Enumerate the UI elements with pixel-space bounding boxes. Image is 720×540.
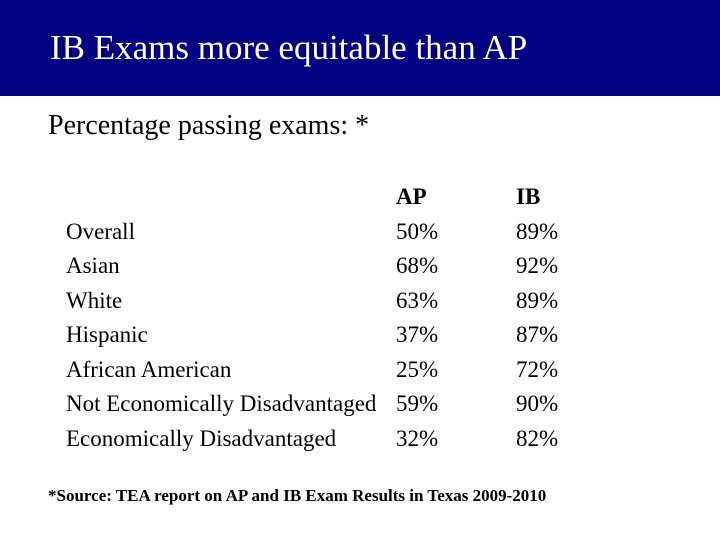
row-label: Asian bbox=[66, 249, 396, 284]
row-ib: 82% bbox=[516, 422, 636, 457]
header-ib: IB bbox=[516, 180, 636, 215]
row-label: Economically Disadvantaged bbox=[66, 422, 396, 457]
source-footnote: *Source: TEA report on AP and IB Exam Re… bbox=[48, 486, 672, 506]
row-ap: 59% bbox=[396, 387, 516, 422]
row-label: Overall bbox=[66, 215, 396, 250]
row-label: Hispanic bbox=[66, 318, 396, 353]
row-ib: 90% bbox=[516, 387, 636, 422]
header-ap: AP bbox=[396, 180, 516, 215]
row-label: White bbox=[66, 284, 396, 319]
row-ap: 63% bbox=[396, 284, 516, 319]
slide-title: IB Exams more equitable than AP bbox=[0, 0, 720, 96]
row-ap: 50% bbox=[396, 215, 516, 250]
subtitle: Percentage passing exams: * bbox=[48, 110, 672, 142]
header-blank bbox=[66, 180, 396, 215]
row-ap: 25% bbox=[396, 353, 516, 388]
row-ib: 92% bbox=[516, 249, 636, 284]
row-ib: 72% bbox=[516, 353, 636, 388]
data-table: AP IB Overall 50% 89% Asian 68% 92% Whit… bbox=[66, 180, 672, 456]
slide-body: Percentage passing exams: * AP IB Overal… bbox=[0, 96, 720, 506]
row-ib: 89% bbox=[516, 284, 636, 319]
row-label: Not Economically Disadvantaged bbox=[66, 387, 396, 422]
row-ap: 37% bbox=[396, 318, 516, 353]
row-ap: 32% bbox=[396, 422, 516, 457]
row-ib: 89% bbox=[516, 215, 636, 250]
row-label: African American bbox=[66, 353, 396, 388]
row-ap: 68% bbox=[396, 249, 516, 284]
row-ib: 87% bbox=[516, 318, 636, 353]
